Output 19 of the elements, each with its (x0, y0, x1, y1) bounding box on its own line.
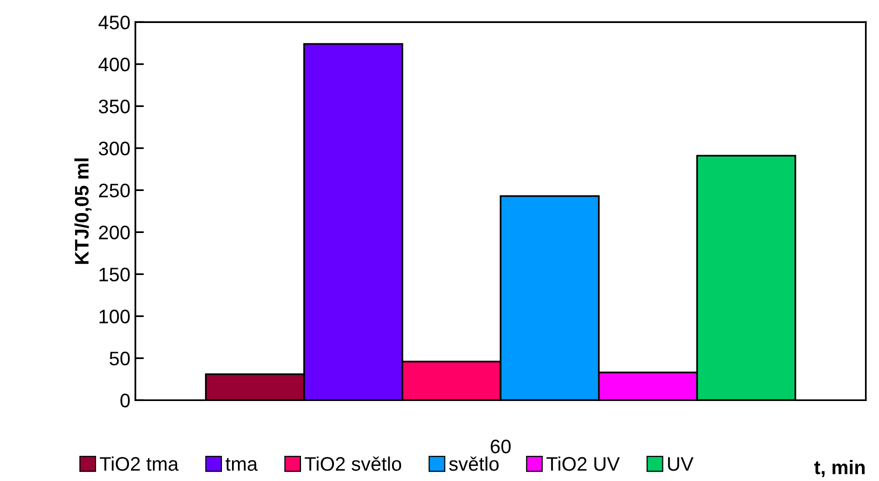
y-tick-label: 100 (100, 310, 130, 324)
y-tick-label: 400 (98, 58, 130, 72)
x-axis-title: t, min (814, 460, 865, 478)
legend-label: světlo (449, 456, 499, 471)
x-tick-label: 60 (490, 440, 511, 454)
legend-label: UV (668, 457, 694, 471)
y-tick-label: 50 (110, 352, 130, 366)
legend-label: TiO2 světlo (304, 456, 402, 471)
legend-label: TiO2 UV (546, 456, 620, 471)
y-axis-title: KTJ/0,05 ml (74, 158, 92, 264)
y-tick-label: 250 (99, 184, 130, 198)
y-tick-label: 150 (100, 268, 130, 282)
y-tick-label: 450 (98, 16, 130, 30)
y-tick-label: 0 (120, 394, 130, 408)
y-tick-label: 300 (98, 142, 130, 156)
y-tick-label: 200 (99, 226, 130, 240)
legend-label: TiO2 tma (100, 456, 179, 471)
y-tick-label: 350 (98, 100, 130, 114)
legend-label: tma (226, 458, 258, 471)
